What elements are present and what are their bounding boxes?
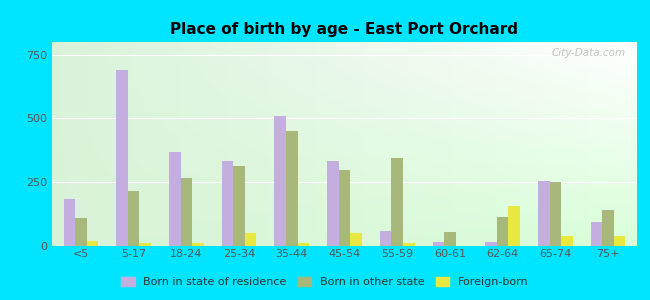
Bar [380,231,391,246]
Bar [432,242,444,246]
Bar [391,158,403,246]
Bar [327,160,339,246]
Bar [274,116,286,246]
Bar [561,236,573,246]
Bar [549,182,561,246]
Text: City-Data.com: City-Data.com [551,48,625,58]
Bar [497,217,508,246]
Bar [403,243,415,246]
Bar [485,242,497,246]
Bar [233,166,245,246]
Bar [116,70,128,246]
Bar [181,178,192,246]
Bar [614,236,625,246]
Bar [222,160,233,246]
Bar [444,232,456,246]
Bar [298,243,309,246]
Bar [140,243,151,246]
Bar [245,233,257,246]
Bar [75,218,87,246]
Bar [192,243,204,246]
Title: Place of birth by age - East Port Orchard: Place of birth by age - East Port Orchar… [170,22,519,37]
Bar [350,233,362,246]
Bar [169,152,181,246]
Legend: Born in state of residence, Born in other state, Foreign-born: Born in state of residence, Born in othe… [117,272,533,291]
Bar [538,181,549,246]
Bar [602,210,614,246]
Bar [286,131,298,246]
Bar [508,206,520,246]
Bar [64,199,75,246]
Bar [128,191,140,246]
Bar [591,222,602,246]
Bar [339,169,350,246]
Bar [87,242,98,246]
